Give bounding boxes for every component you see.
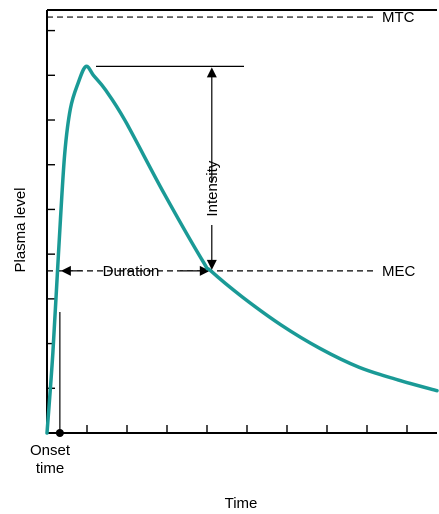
- arrowhead-up-icon: [206, 67, 217, 78]
- arrowhead-right-icon: [199, 265, 210, 276]
- arrowhead-down-icon: [206, 259, 217, 270]
- onset-label-line1: Onset: [30, 442, 71, 459]
- plasma-level-curve: [45, 64, 439, 435]
- duration-label: Duration: [103, 263, 160, 280]
- reference-label-mtc: MTC: [382, 9, 415, 26]
- onset-label-line2: time: [36, 460, 64, 477]
- x-axis-label: Time: [225, 495, 258, 512]
- y-axis-label: Plasma level: [12, 187, 29, 272]
- reference-label-mec: MEC: [382, 263, 416, 280]
- arrowhead-left-icon: [60, 265, 71, 276]
- intensity-label: Intensity: [204, 160, 221, 216]
